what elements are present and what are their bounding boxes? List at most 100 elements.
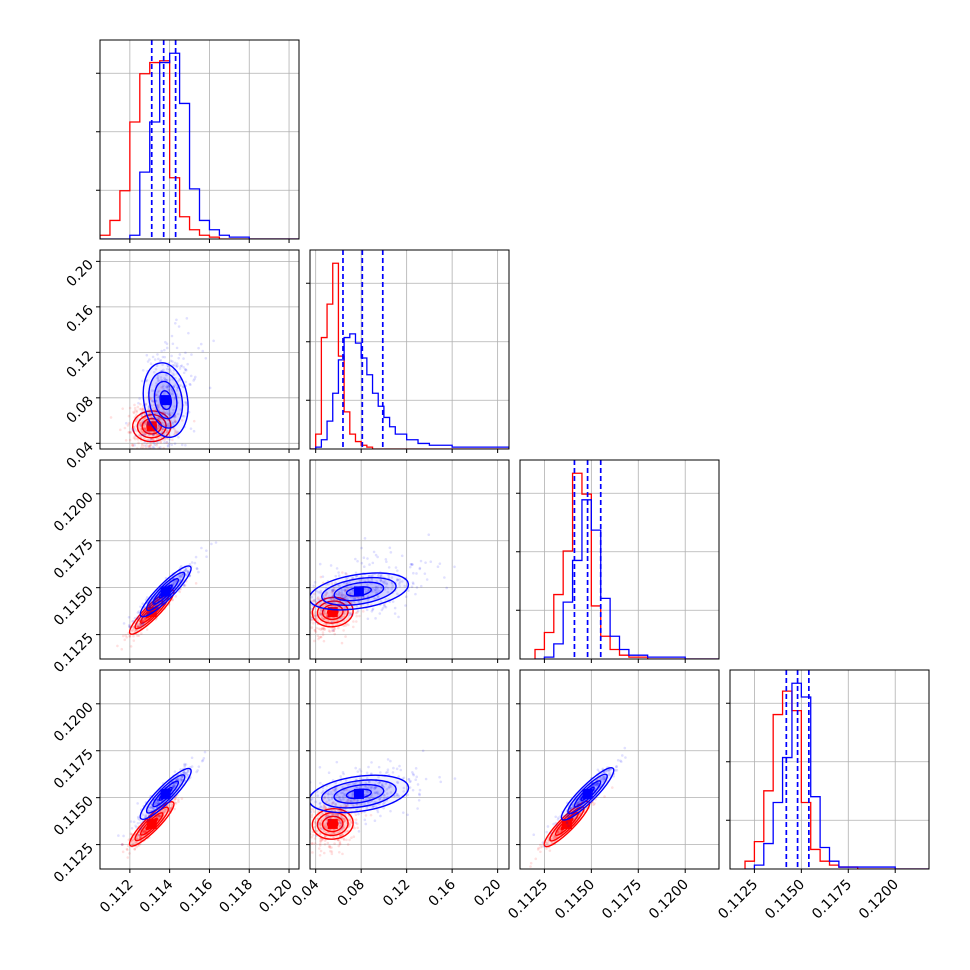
sample-point [144, 429, 148, 433]
sample-point [379, 579, 383, 583]
sample-point [556, 832, 559, 835]
sample-point [129, 820, 133, 823]
sample-point [137, 634, 141, 637]
sample-point [326, 841, 330, 845]
y-tick-label: 0.04 [63, 439, 96, 472]
sample-point [135, 845, 138, 849]
sample-point [305, 639, 308, 642]
sample-point [142, 830, 146, 834]
sample-point [412, 582, 415, 586]
sample-point [325, 592, 329, 595]
sample-point [156, 353, 159, 356]
sample-point [185, 773, 188, 777]
sample-point [144, 427, 148, 431]
sample-point [408, 565, 412, 569]
sample-point [132, 410, 135, 414]
sample-point [164, 808, 167, 812]
sample-point [310, 607, 313, 610]
sample-point [601, 776, 605, 779]
sample-point [153, 600, 157, 604]
sample-point [323, 805, 327, 809]
sample-point [167, 388, 170, 392]
sample-point [150, 399, 154, 403]
sample-point [355, 620, 358, 623]
sample-point [171, 360, 174, 363]
sample-point [318, 842, 322, 845]
sample-point [313, 837, 317, 840]
sample-point [324, 834, 327, 838]
panel-3-2: 0.1125 0.1150 0.1175 0.1200 [505, 669, 720, 922]
sample-point [607, 773, 611, 776]
sample-point [135, 625, 139, 629]
sample-point [162, 432, 166, 436]
sample-point [417, 799, 421, 802]
sample-point [339, 602, 342, 605]
sample-point [344, 819, 347, 822]
sample-point [143, 433, 146, 437]
sample-point [168, 367, 171, 371]
sample-point [160, 386, 163, 389]
sample-point [141, 407, 145, 411]
sample-point [154, 612, 157, 616]
sample-point [152, 807, 156, 811]
sample-point [163, 810, 167, 814]
sample-point [299, 813, 302, 816]
sample-point [133, 409, 137, 412]
sample-point [396, 579, 399, 582]
sample-point [126, 856, 130, 859]
sample-point [306, 625, 309, 628]
sample-point [324, 806, 327, 810]
sample-point [310, 835, 313, 839]
sample-point [341, 601, 345, 604]
sample-point [174, 383, 177, 387]
sample-point [355, 808, 359, 812]
sample-point [357, 812, 360, 816]
sample-point [402, 776, 406, 780]
sample-point [386, 768, 390, 772]
sample-point [173, 405, 176, 408]
sample-point [321, 806, 325, 810]
sample-point [147, 818, 151, 822]
sample-point [157, 816, 161, 820]
sample-point [558, 829, 561, 832]
sample-point [355, 808, 358, 812]
sample-point [120, 647, 124, 651]
sample-point [541, 841, 545, 844]
sample-point [340, 827, 343, 830]
sample-point [327, 793, 330, 796]
sample-point [537, 846, 540, 850]
sample-point [149, 484, 152, 487]
sample-point [141, 619, 145, 622]
sample-point [320, 616, 324, 620]
sample-point [162, 410, 166, 414]
sample-point [164, 340, 167, 344]
sample-point [135, 409, 139, 413]
sample-point [557, 830, 560, 834]
sample-point [307, 606, 310, 609]
sample-point [167, 409, 171, 412]
sample-point [319, 822, 322, 826]
sample-point [358, 786, 362, 789]
sample-point [389, 551, 393, 554]
sample-point [616, 758, 620, 762]
sample-point [398, 584, 401, 588]
sample-point [323, 796, 327, 799]
sample-point [148, 444, 152, 448]
sample-point [180, 778, 183, 781]
sample-point [159, 379, 163, 382]
sample-point [137, 834, 140, 837]
sample-point [146, 409, 150, 412]
sample-point [607, 769, 610, 772]
sample-point [174, 364, 178, 367]
panel-content-2-0 [100, 460, 299, 659]
sample-point [302, 794, 305, 797]
sample-point [127, 414, 131, 418]
sample-point [154, 393, 158, 397]
sample-point [133, 403, 136, 407]
sample-point [127, 422, 131, 425]
sample-point [167, 804, 170, 808]
sample-point [615, 765, 618, 769]
sample-point [302, 805, 305, 808]
sample-point [138, 397, 141, 400]
sample-point [159, 435, 163, 439]
